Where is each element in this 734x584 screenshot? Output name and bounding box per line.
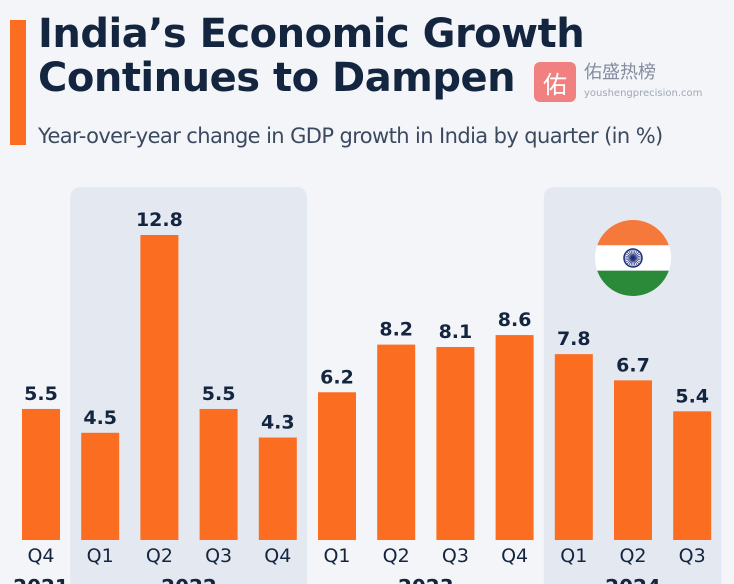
data-label-4: 4.3 [261, 412, 295, 434]
title-line-1: India’s Economic Growth [38, 11, 585, 57]
watermark-text: 佑盛热榜 [584, 62, 656, 83]
x-tick-6: Q2 [383, 545, 410, 567]
chart-title: India’s Economic Growth Continues to Damp… [38, 11, 585, 101]
year-label-2022: 2022 [161, 575, 217, 584]
bar-11 [673, 411, 712, 540]
bar-10 [614, 380, 652, 540]
bar-9 [554, 354, 593, 540]
data-label-7: 8.1 [439, 321, 473, 343]
bar-6 [377, 344, 416, 540]
x-tick-8: Q4 [501, 545, 528, 567]
data-label-9: 7.8 [557, 328, 591, 350]
x-tick-2: Q2 [146, 545, 173, 567]
bar-2 [140, 235, 179, 540]
bar-4 [258, 437, 297, 540]
x-tick-4: Q4 [264, 545, 291, 567]
x-tick-0: Q4 [27, 545, 54, 567]
bar-1 [81, 432, 120, 540]
year-label-2021: 2021 [13, 575, 69, 584]
x-tick-5: Q1 [323, 545, 350, 567]
data-label-6: 8.2 [379, 319, 413, 341]
x-tick-9: Q1 [560, 545, 587, 567]
x-tick-11: Q3 [679, 545, 706, 567]
x-tick-3: Q3 [205, 545, 232, 567]
data-label-5: 6.2 [320, 366, 354, 388]
data-label-3: 5.5 [202, 383, 236, 405]
bar-8 [495, 335, 534, 540]
x-tick-10: Q2 [619, 545, 646, 567]
bar-7 [436, 346, 475, 540]
year-label-2024: 2024 [605, 575, 661, 584]
data-label-8: 8.6 [498, 309, 532, 331]
data-label-0: 5.5 [24, 383, 58, 405]
data-label-10: 6.7 [616, 354, 650, 376]
watermark-url: youshengprecision.com [584, 88, 703, 99]
accent-bar [10, 20, 26, 145]
x-tick-7: Q3 [442, 545, 469, 567]
data-label-11: 5.4 [675, 385, 709, 407]
bar-5 [318, 392, 356, 540]
bar-0 [22, 408, 60, 540]
year-label-2023: 2023 [398, 575, 454, 584]
x-tick-1: Q1 [87, 545, 114, 567]
watermark-logo: 佑 [534, 62, 576, 102]
title-line-2: Continues to Dampen [38, 55, 516, 101]
india-flag-icon [595, 220, 671, 296]
year-panel-2022 [70, 187, 307, 584]
chart-subtitle: Year-over-year change in GDP growth in I… [38, 124, 663, 148]
data-label-1: 4.5 [83, 407, 117, 429]
bar-3 [199, 408, 238, 540]
data-label-2: 12.8 [136, 209, 183, 231]
